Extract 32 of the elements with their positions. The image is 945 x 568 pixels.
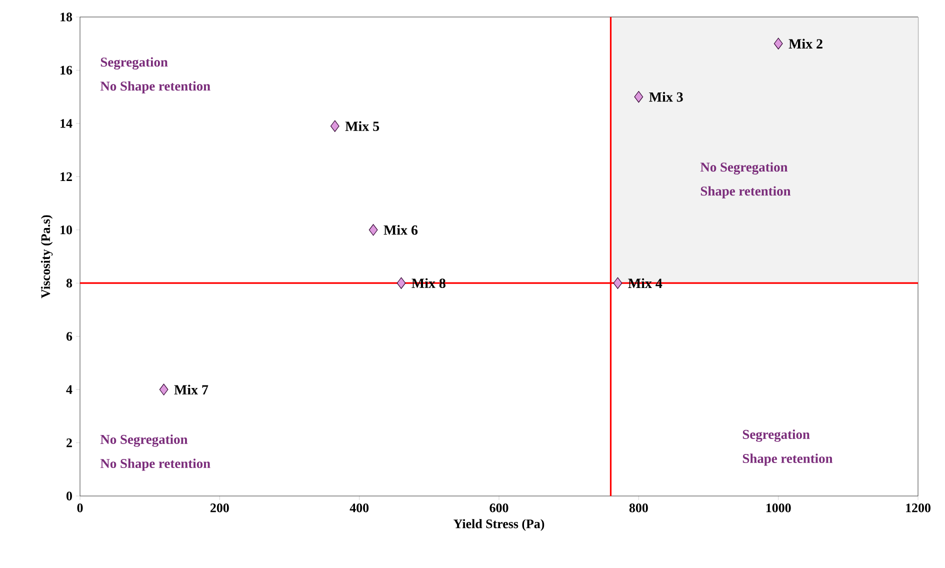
y-tick-label: 0	[66, 492, 72, 500]
x-axis-title: Yield Stress (Pa)	[454, 519, 544, 531]
y-axis-title: Viscosity (Pa.s)	[40, 215, 53, 298]
x-tick-label: 600	[490, 504, 508, 512]
y-tick-label: 2	[66, 438, 72, 448]
data-label: Mix 6	[384, 224, 418, 235]
data-label: Mix 7	[174, 384, 208, 394]
data-label: Mix 2	[788, 38, 822, 48]
annotation: Segregation	[742, 430, 810, 442]
y-tick-label: 6	[66, 332, 72, 341]
annotation: Shape retention	[742, 454, 833, 466]
y-tick-label: 10	[60, 226, 72, 234]
data-label: Mix 3	[649, 92, 683, 102]
annotation: No Shape retention	[100, 458, 210, 471]
x-tick-label: 1200	[906, 504, 930, 512]
y-tick-label: 4	[66, 385, 72, 394]
data-label: Mix 5	[345, 121, 380, 132]
annotation: No Segregation	[100, 434, 188, 447]
annotation: Segregation	[100, 57, 168, 70]
y-tick-label: 18	[60, 12, 72, 22]
y-tick-label: 14	[60, 119, 72, 128]
annotation: Shape retention	[700, 186, 791, 198]
x-tick-label: 1000	[766, 504, 791, 512]
x-tick-label: 200	[210, 504, 229, 512]
x-tick-label: 0	[77, 504, 83, 512]
annotation: No Segregation	[700, 162, 788, 174]
y-tick-label: 12	[60, 172, 72, 181]
x-tick-label: 800	[629, 504, 648, 512]
y-tick-label: 8	[66, 278, 72, 288]
x-tick-label: 400	[350, 504, 369, 512]
y-tick-label: 16	[60, 66, 72, 75]
annotation: No Shape retention	[100, 81, 210, 94]
